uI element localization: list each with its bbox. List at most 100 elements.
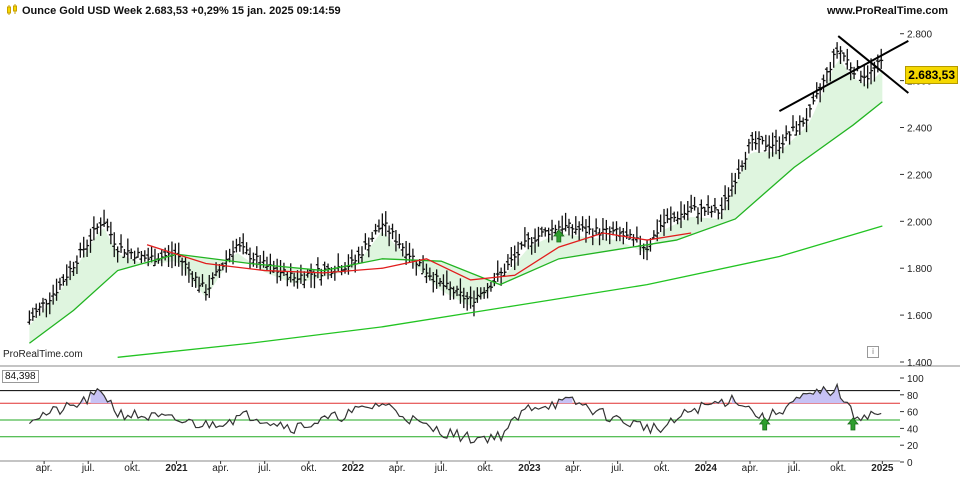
price-bar [695,207,700,225]
price-bar [858,70,863,84]
price-bar [227,248,232,263]
price-bar [475,287,480,303]
x-tick-label: 2023 [518,463,541,474]
price-bar [750,132,755,151]
price-bar [831,48,836,68]
price-bar [68,260,73,281]
ma-mid-line [29,101,883,344]
watermark: ProRealTime.com [3,349,83,360]
price-y-tick-label: 1.400 [907,358,932,369]
price-bar [702,206,707,216]
price-bar [594,218,599,235]
x-tick-label: apr. [389,463,406,474]
ma-slow-line [117,225,883,358]
price-bar [733,172,738,195]
price-bar [753,131,758,150]
price-bar [305,268,310,278]
price-y-tick-label: 1.800 [907,264,932,275]
price-bar [553,224,558,235]
price-bar [611,221,616,236]
price-bar [190,271,195,287]
x-tick-label: okt. [830,463,846,474]
price-bar [736,159,741,180]
rsi-overbought-fill [558,397,573,404]
price-bar [685,200,690,221]
x-tick-label: apr. [212,463,229,474]
price-bar [34,303,39,318]
x-tick-label: 2022 [342,463,365,474]
x-tick-label: jul. [787,463,801,474]
price-bar [444,270,449,290]
price-bar [828,61,833,82]
price-bar [366,237,371,258]
info-icon[interactable]: i [867,346,879,358]
price-bar [570,224,575,239]
price-bar [292,272,297,287]
price-bar [64,264,69,286]
triangle-pattern-line [837,35,909,94]
price-bar [359,246,364,263]
site-link[interactable]: www.ProRealTime.com [826,5,948,17]
price-bar [105,218,110,232]
price-bar [370,231,375,242]
rsi-y-tick-label: 80 [907,391,919,402]
price-bar [102,209,107,227]
rsi-y-tick-label: 100 [907,374,924,385]
rsi-line [28,382,882,445]
price-bar [807,104,812,118]
price-bar [383,211,388,237]
price-bar [784,125,789,142]
price-bar [746,138,751,154]
price-bar [672,211,677,223]
price-bar [203,284,208,301]
price-bar [241,233,246,255]
price-bar [529,237,534,255]
price-bar [533,228,538,253]
price-bar [119,234,124,253]
price-bar [811,92,816,105]
price-bar [512,245,517,271]
price-bar [30,307,35,321]
price-bar [193,272,198,288]
x-tick-label: okt. [654,463,670,474]
price-bar [380,213,385,236]
ma-fast-line [146,232,692,281]
price-bar [845,48,850,70]
price-bar [431,271,436,293]
price-bar [726,187,731,211]
price-bar [865,65,870,89]
price-bar [597,228,602,246]
x-tick-label: apr. [565,463,582,474]
price-y-tick-label: 2.000 [907,217,932,228]
price-bar [231,240,236,265]
price-bar [136,247,141,258]
price-bar [146,247,151,267]
ma-band-fill [29,59,883,344]
price-bar [152,248,157,267]
price-bar [319,268,324,286]
price-bar [200,274,205,287]
x-tick-label: apr. [742,463,759,474]
price-bar [427,267,432,281]
price-bar [668,206,673,231]
price-bar [315,257,320,279]
chart-title: Ounce Gold USD Week 2.683,53 +0,29% 15 j… [22,5,341,17]
price-bar [438,277,443,287]
price-y-tick-label: 2.800 [907,30,932,41]
price-bar [716,209,721,220]
x-tick-label: okt. [301,463,317,474]
price-bar [387,225,392,247]
price-bar [723,185,728,211]
price-bar [770,132,775,157]
x-tick-label: 2021 [165,463,188,474]
price-bar [563,212,568,232]
x-tick-label: 2025 [871,463,894,474]
price-bar [356,246,361,264]
price-y-tick-label: 2.200 [907,170,932,181]
price-bar [526,232,531,250]
candlestick-chart-icon[interactable] [6,4,18,16]
price-bar [424,263,429,284]
price-bar [862,64,867,87]
price-bar [142,250,147,262]
